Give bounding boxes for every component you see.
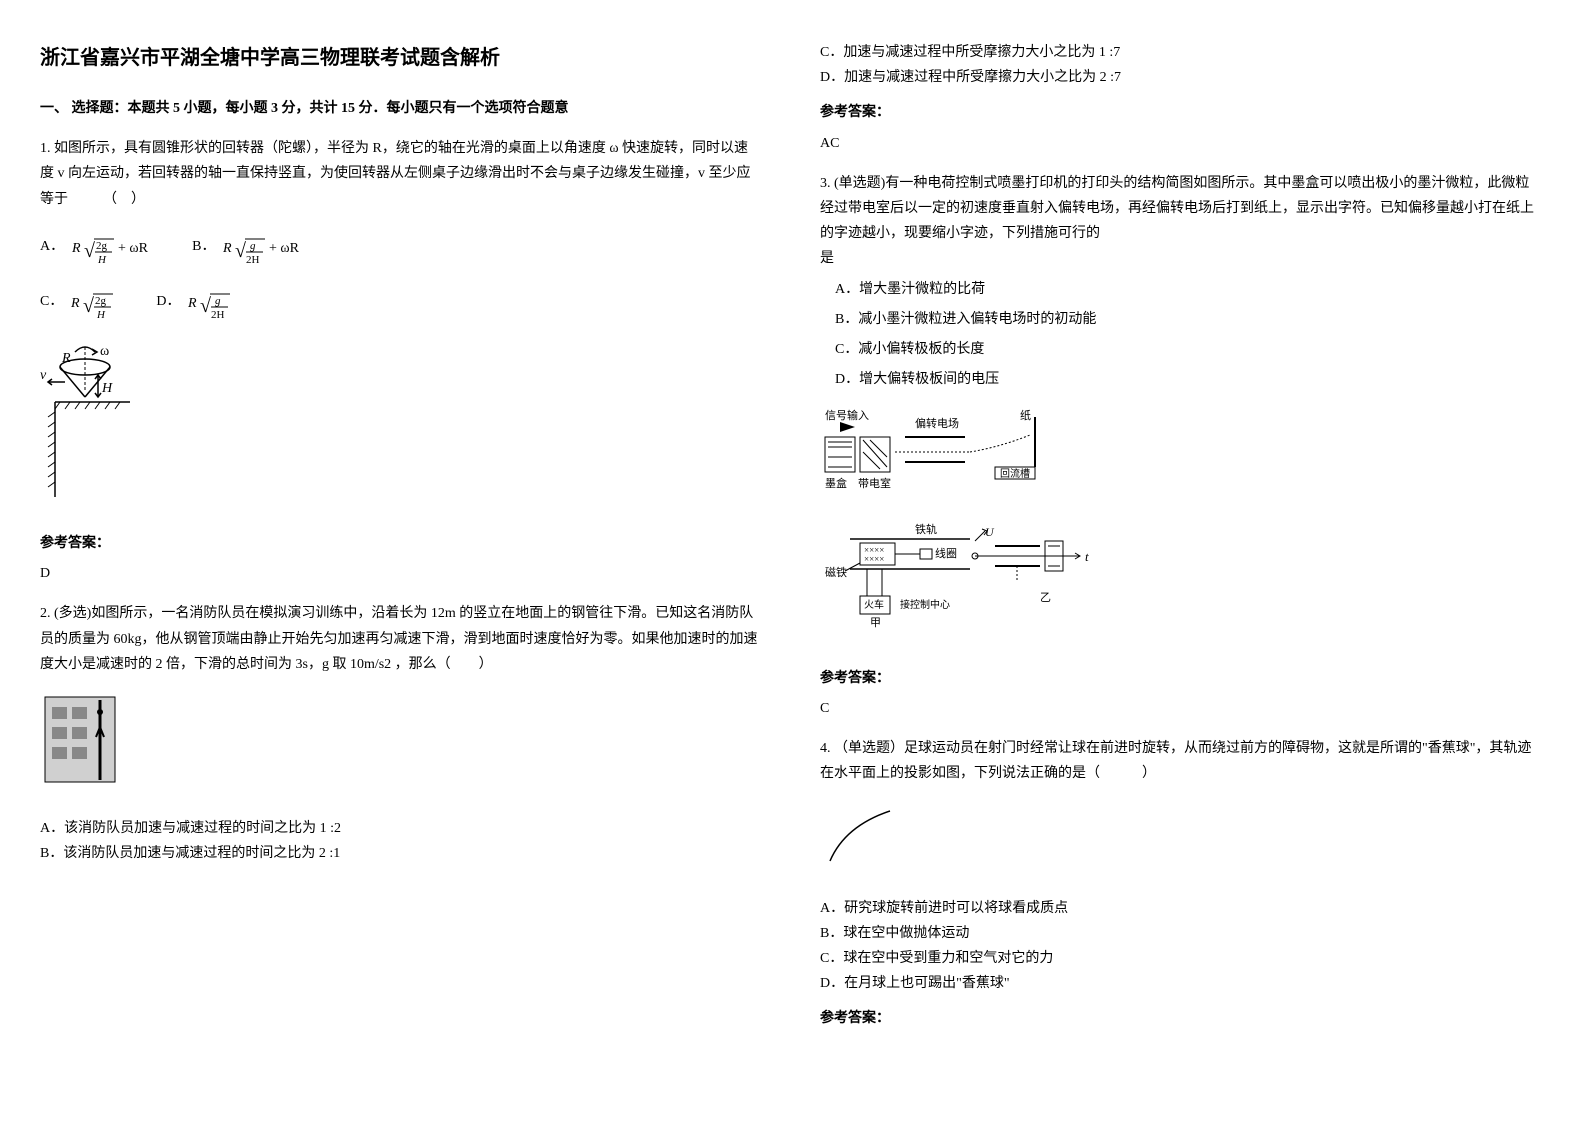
q1-formulas-row1: A． R √ 2g H + ωR B． R √ [40,227,760,267]
svg-text:2g: 2g [96,240,108,252]
q1-text: 1. 如图所示，具有圆锥形状的回转器（陀螺），半径为 R，绕它的轴在光滑的桌面上… [40,136,760,212]
q2-diagram [40,692,760,801]
svg-text:回流槽: 回流槽 [1000,467,1030,480]
svg-text:铁轨: 铁轨 [915,522,937,536]
svg-text:接控制中心: 接控制中心 [900,598,950,611]
svg-text:带电室: 带电室 [858,476,891,490]
q4-answer-label: 参考答案： [820,1006,1540,1031]
q1-optD-label: D． [156,289,180,314]
q4-diagram [820,801,1540,880]
svg-text:偏转电场: 偏转电场 [915,416,959,430]
svg-text:墨盒: 墨盒 [825,476,847,490]
formula-b-icon: R √ g 2H + ωR [223,227,313,267]
svg-text:√: √ [200,295,211,317]
q1-answer-label: 参考答案： [40,531,760,556]
q2-answer-label: 参考答案： [820,100,1540,125]
question-3: 3. (单选题)有一种电荷控制式喷墨打印机的打印头的结构简图如图所示。其中墨盒可… [820,171,1540,721]
svg-text:R: R [72,241,81,256]
q2-optA: A．该消防队员加速与减速过程的时间之比为 1 :2 [40,816,760,841]
svg-text:ω: ω [100,344,109,359]
q4-optA: A．研究球旋转前进时可以将球看成质点 [820,896,1540,921]
formula-d-icon: R √ g 2H [188,282,243,322]
q2-answer: AC [820,131,1540,156]
q1-optB-label: B． [192,234,215,259]
q4-optC: C．球在空中受到重力和空气对它的力 [820,946,1540,971]
formula-a-icon: R √ 2g H + ωR [72,227,162,267]
svg-text:磁铁: 磁铁 [825,566,847,579]
question-2: 2. (多选)如图所示，一名消防队员在模拟演习训练中，沿着长为 12m 的竖立在… [40,601,760,866]
svg-text:甲: 甲 [870,617,881,629]
q3-diagram-2: 铁轨 ×××× ×××× 线圈 磁铁 火车 甲 接控制中心 [820,521,1540,650]
q3-diagram-1: 信号输入 墨盒 带电室 偏转电场 [820,407,1540,506]
q3-optA: A．增大墨汁微粒的比荷 [820,277,1540,302]
svg-text:乙: 乙 [1040,591,1051,604]
q2-optB: B．该消防队员加速与减速过程的时间之比为 2 :1 [40,841,760,866]
q4-optD: D．在月球上也可踢出"香蕉球" [820,971,1540,996]
q2-optC: C．加速与减速过程中所受摩擦力大小之比为 1 :7 [820,40,1540,65]
q3-optB: B．减小墨汁微粒进入偏转电场时的初动能 [820,307,1540,332]
svg-text:2g: 2g [95,295,107,307]
svg-text:2H: 2H [211,309,225,321]
svg-text:+ ωR: + ωR [269,241,300,256]
q1-answer: D [40,561,760,586]
svg-text:R: R [61,351,71,366]
svg-text:√: √ [83,295,94,317]
q1-diagram: ω R v H [40,337,760,516]
q1-formulas-row2: C． R √ 2g H D． R √ [40,282,760,322]
q3-answer: C [820,696,1540,721]
svg-text:火车: 火车 [864,598,884,611]
question-4: 4. （单选题）足球运动员在射门时经常让球在前进时旋转，从而绕过前方的障碍物，这… [820,736,1540,1032]
q2-text: 2. (多选)如图所示，一名消防队员在模拟演习训练中，沿着长为 12m 的竖立在… [40,601,760,677]
svg-text:H: H [96,309,106,321]
formula-c-icon: R √ 2g H [71,282,126,322]
svg-text:H: H [101,381,113,396]
q3-optC: C．减小偏转极板的长度 [820,337,1540,362]
svg-text:××××: ×××× [864,554,884,564]
svg-text:√: √ [84,240,95,262]
q4-optB: B．球在空中做抛体运动 [820,921,1540,946]
svg-text:+ ωR: + ωR [118,241,149,256]
svg-text:t: t [1085,549,1089,564]
page-title: 浙江省嘉兴市平湖全塘中学高三物理联考试题含解析 [40,40,760,76]
svg-text:R: R [188,296,197,311]
q4-text: 4. （单选题）足球运动员在射门时经常让球在前进时旋转，从而绕过前方的障碍物，这… [820,736,1540,786]
svg-text:2H: 2H [246,254,260,266]
svg-text:g: g [215,295,221,307]
svg-text:纸: 纸 [1020,409,1031,422]
svg-text:线圈: 线圈 [935,546,957,560]
q2-optD: D．加速与减速过程中所受摩擦力大小之比为 2 :7 [820,65,1540,90]
q3-text: 3. (单选题)有一种电荷控制式喷墨打印机的打印头的结构简图如图所示。其中墨盒可… [820,171,1540,247]
q3-text2: 是 [820,246,1540,271]
svg-text:信号输入: 信号输入 [825,408,869,422]
svg-text:R: R [223,241,232,256]
svg-text:R: R [71,296,80,311]
q1-optA-label: A． [40,234,64,259]
svg-text:√: √ [235,240,246,262]
q3-optD: D．增大偏转极板间的电压 [820,367,1540,392]
q3-answer-label: 参考答案： [820,666,1540,691]
svg-text:H: H [97,254,107,266]
section-header: 一、 选择题：本题共 5 小题，每小题 3 分，共计 15 分．每小题只有一个选… [40,96,760,121]
svg-text:g: g [250,240,256,252]
question-1: 1. 如图所示，具有圆锥形状的回转器（陀螺），半径为 R，绕它的轴在光滑的桌面上… [40,136,760,586]
svg-text:v: v [40,368,47,383]
q1-optC-label: C． [40,289,63,314]
